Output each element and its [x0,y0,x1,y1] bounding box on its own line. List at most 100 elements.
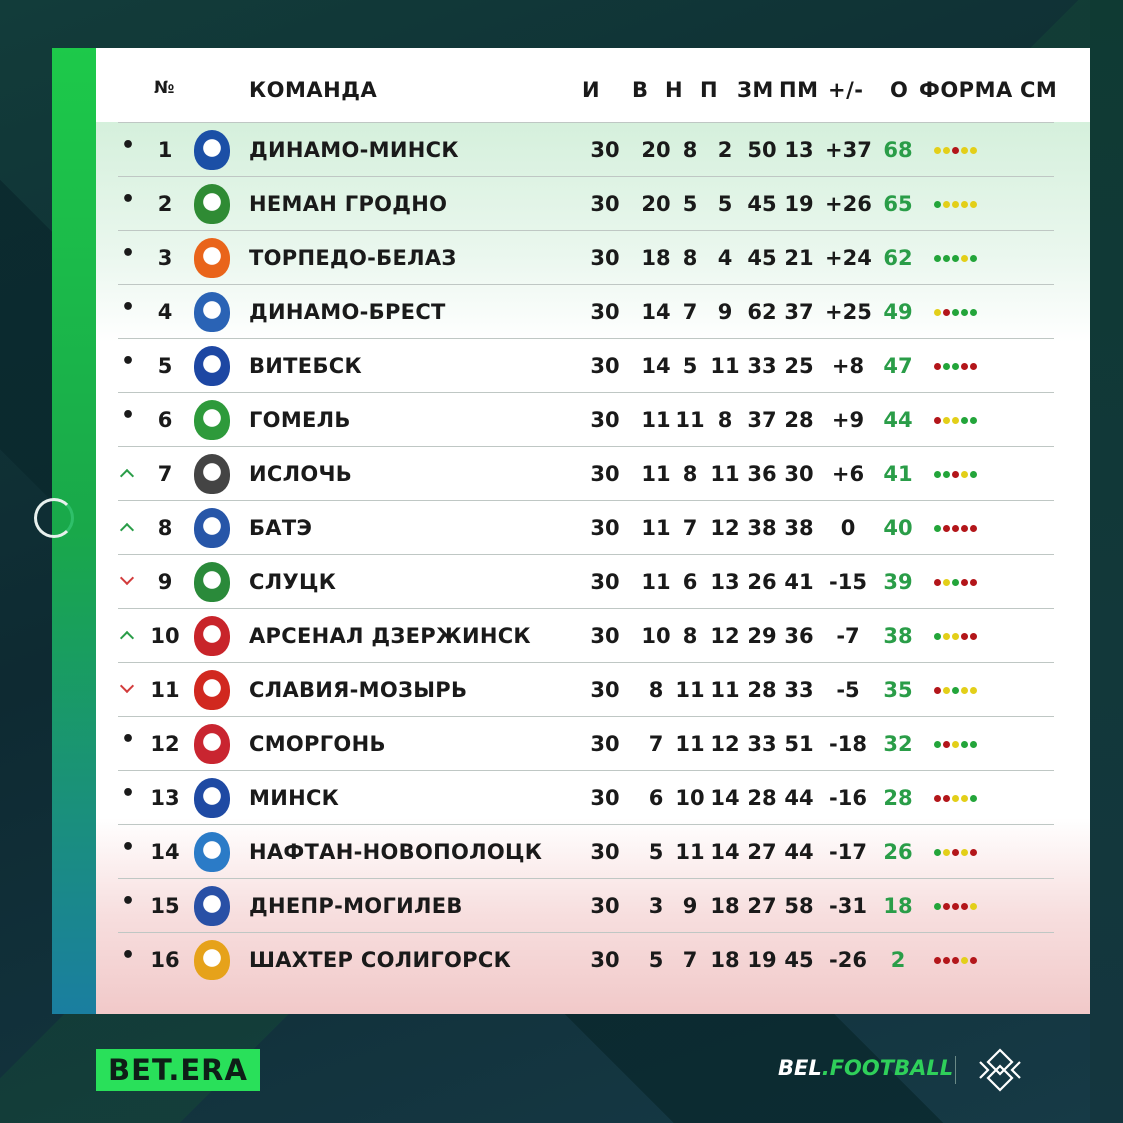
form-dot [952,147,959,154]
stat-gf: 45 [747,192,777,216]
stat-l: 11 [710,354,740,378]
stat-l: 11 [710,462,740,486]
form-dot [934,525,941,532]
stat-diff: -5 [836,678,860,702]
header-losses: П [700,78,719,102]
position: 13 [150,786,180,810]
position: 15 [150,894,180,918]
table-row: • 14 НАФТАН-НОВОПОЛОЦК 30 5 11 14 27 44 -17 26 [118,824,1054,878]
stat-w: 11 [641,570,671,594]
header-diff: +/- [828,78,864,102]
team-crest-icon [194,616,230,656]
team-name: АРСЕНАЛ ДЗЕРЖИНСК [249,624,531,648]
stat-pts: 68 [883,138,913,162]
form-dot [943,255,950,262]
team-crest-icon [194,562,230,602]
form-dot [961,633,968,640]
stat-l: 14 [710,840,740,864]
form-dot [934,255,941,262]
team-crest-icon [194,346,230,386]
stat-g: 30 [590,354,620,378]
trend-same-icon: • [120,403,136,428]
stat-g: 30 [590,408,620,432]
form-dot [952,741,959,748]
stat-gf: 19 [747,948,777,972]
form-dot [961,741,968,748]
form-dot [943,309,950,316]
form-dot [961,309,968,316]
stat-ga: 58 [784,894,814,918]
trend-down-icon [119,570,135,586]
table-row: 8 БАТЭ 30 11 7 12 38 38 0 40 [118,500,1054,554]
form-dot [934,363,941,370]
form-dot [961,471,968,478]
form-indicator [934,147,977,154]
form-dot [970,903,977,910]
form-dot [961,957,968,964]
league-logo-icon [34,498,74,538]
stat-gf: 62 [747,300,777,324]
stat-g: 30 [590,462,620,486]
team-name: ИСЛОЧЬ [249,462,353,486]
stat-w: 7 [648,732,664,756]
table-row: 11 СЛАВИЯ-МОЗЫРЬ 30 8 11 11 28 33 -5 35 [118,662,1054,716]
stat-gf: 26 [747,570,777,594]
form-dot [934,795,941,802]
stat-l: 12 [710,732,740,756]
form-dot [943,849,950,856]
form-dot [934,903,941,910]
team-name: ДНЕПР-МОГИЛЕВ [249,894,463,918]
table-row: • 15 ДНЕПР-МОГИЛЕВ 30 3 9 18 27 58 -31 18 [118,878,1054,932]
stat-w: 18 [641,246,671,270]
form-dot [943,903,950,910]
stat-ga: 25 [784,354,814,378]
form-dot [943,633,950,640]
team-name: НЕМАН ГРОДНО [249,192,448,216]
form-dot [943,417,950,424]
stat-d: 8 [682,624,698,648]
stat-d: 5 [682,354,698,378]
stat-ga: 19 [784,192,814,216]
form-indicator [934,471,977,478]
team-crest-icon [194,778,230,818]
stat-gf: 28 [747,678,777,702]
form-dot [970,849,977,856]
stat-diff: +25 [825,300,872,324]
stat-w: 11 [641,408,671,432]
form-dot [952,471,959,478]
stat-l: 4 [717,246,733,270]
stat-g: 30 [590,678,620,702]
form-dot [961,525,968,532]
stat-w: 14 [641,354,671,378]
stat-d: 11 [675,408,705,432]
bottom-zone-tint [96,818,1090,1014]
position: 10 [150,624,180,648]
form-dot [961,363,968,370]
site-logo: BEL.FOOTBALL [778,1056,953,1080]
league-logo [26,498,82,566]
form-dot [952,363,959,370]
header-num: № [154,78,175,98]
stat-g: 30 [590,300,620,324]
form-dot [970,687,977,694]
stat-diff: -26 [829,948,867,972]
stat-d: 8 [682,246,698,270]
form-dot [961,147,968,154]
trend-up-icon [119,468,135,484]
position: 16 [150,948,180,972]
stat-w: 5 [648,840,664,864]
stat-d: 11 [675,678,705,702]
stat-diff: +37 [825,138,872,162]
header-change: СМ [1020,78,1058,102]
stat-ga: 38 [784,516,814,540]
stat-pts: 39 [883,570,913,594]
stat-gf: 27 [747,840,777,864]
stat-g: 30 [590,732,620,756]
form-indicator [934,363,977,370]
team-name: ТОРПЕДО-БЕЛАЗ [249,246,457,270]
position: 1 [157,138,173,162]
stat-ga: 45 [784,948,814,972]
team-crest-icon [194,184,230,224]
form-dot [934,849,941,856]
form-dot [934,309,941,316]
